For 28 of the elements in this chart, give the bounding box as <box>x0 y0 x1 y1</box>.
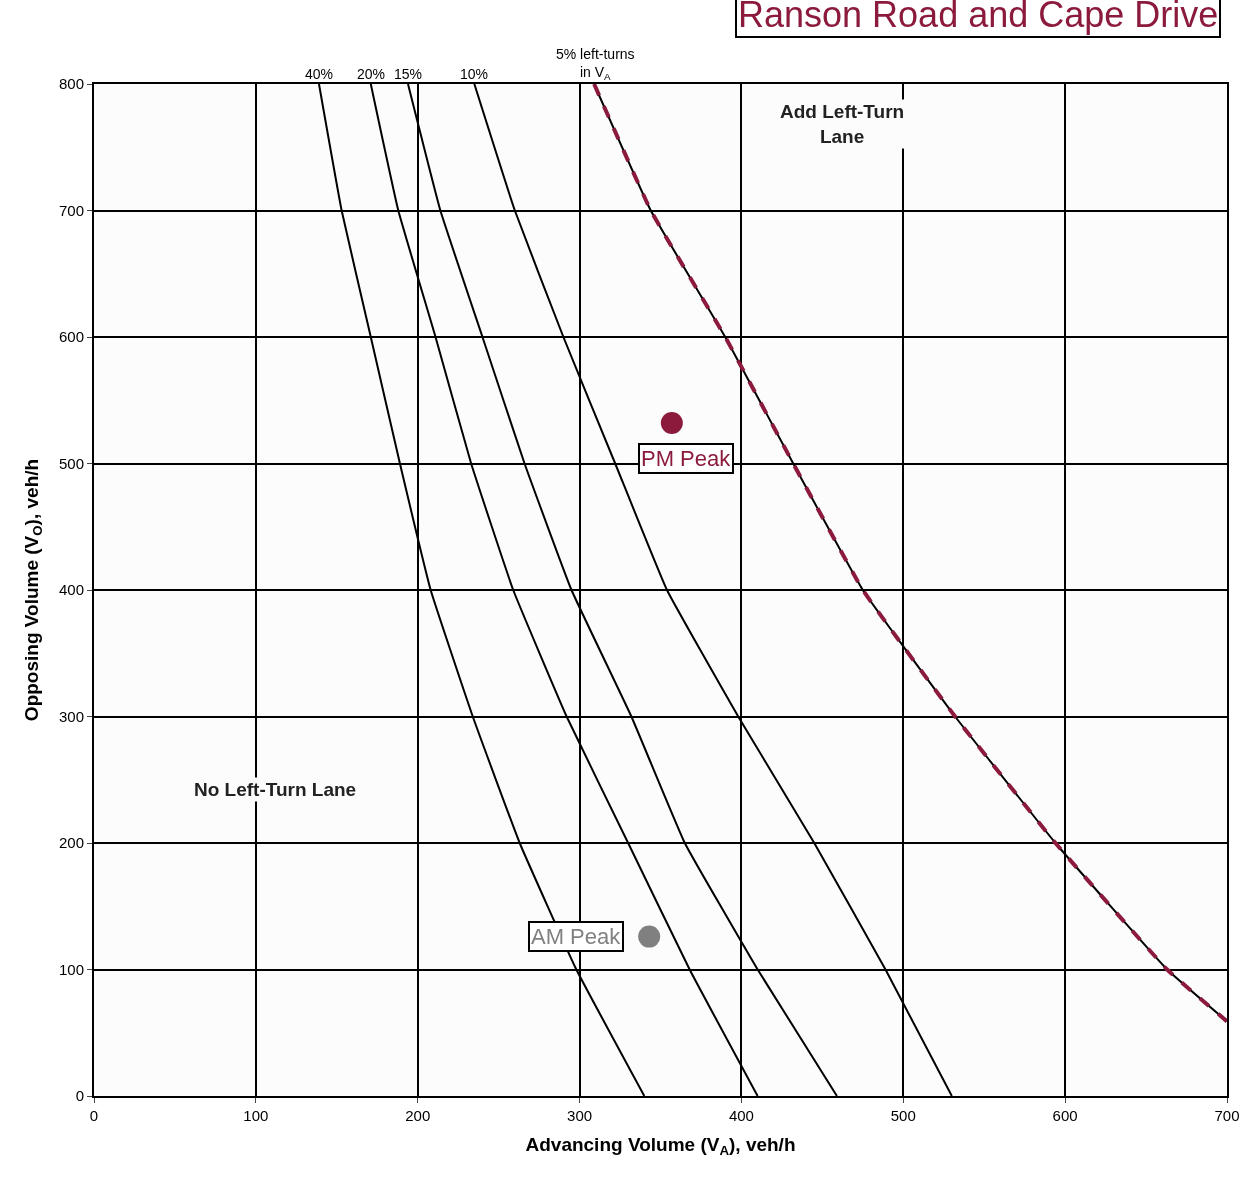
annotation: AM Peak <box>531 924 622 949</box>
y-tick-label: 300 <box>58 707 84 725</box>
annotation: 20% <box>357 66 386 82</box>
x-axis-title: Advancing Volume (V$_{A}$), veh/h <box>525 1134 796 1159</box>
annotation: 15% <box>394 66 423 82</box>
x-tick-label: 300 <box>567 1107 593 1124</box>
annotation: PM Peak <box>641 446 732 471</box>
y-tick-label: 0 <box>75 1087 84 1105</box>
x-tick-label: 600 <box>1052 1107 1078 1124</box>
y-tick-label: 500 <box>58 454 84 472</box>
y-tick-label: 100 <box>58 960 84 978</box>
y-tick-label: 800 <box>58 75 84 93</box>
y-tick-label: 200 <box>58 834 84 852</box>
x-tick-label: 100 <box>243 1107 269 1124</box>
annotation: 40% <box>305 66 334 82</box>
annotation: 5% left-turns in V$_{A}$ <box>556 46 635 83</box>
x-tick-label: 700 <box>1214 1107 1240 1124</box>
x-tick-label: 400 <box>728 1107 754 1124</box>
y-tick-label: 400 <box>58 581 84 599</box>
annotation: 10% <box>460 66 489 82</box>
annotation: No Left-Turn Lane <box>194 779 357 800</box>
y-tick-label: 700 <box>58 201 84 219</box>
x-tick-label: 0 <box>89 1107 99 1124</box>
chart-title: Ranson Road and Cape Drive <box>738 0 1219 35</box>
y-tick-label: 600 <box>58 328 84 346</box>
annotation: Add Left-Turn Lane <box>780 101 905 147</box>
x-tick-label: 200 <box>405 1107 431 1124</box>
x-tick-label: 500 <box>890 1107 916 1124</box>
